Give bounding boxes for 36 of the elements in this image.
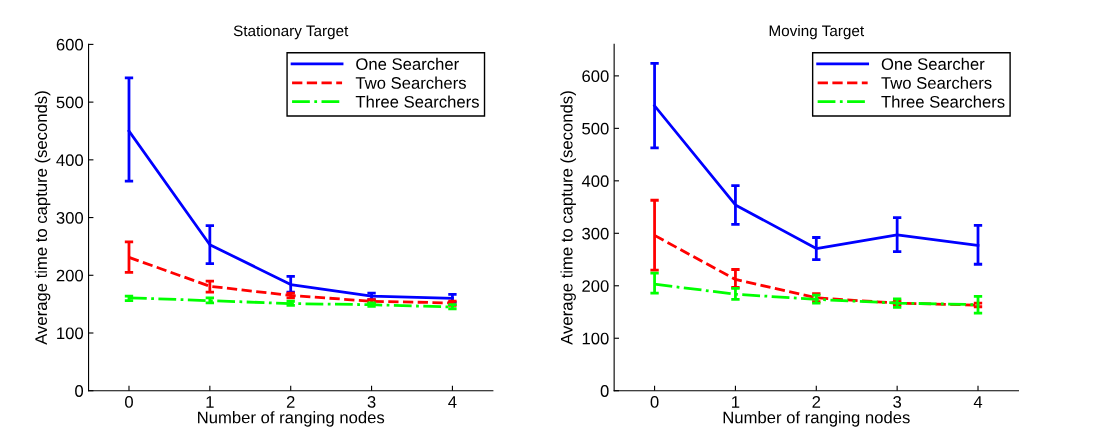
y-tick-label: 400 — [56, 154, 84, 167]
x-axis-title: Number of ranging nodes — [198, 411, 385, 427]
chart-title: Stationary Target — [233, 25, 349, 40]
x-tick-label: 3 — [367, 396, 376, 408]
y-tick-label: 0 — [75, 385, 84, 397]
x-tick-label: 1 — [206, 396, 214, 408]
y-tick-label: 500 — [56, 96, 84, 109]
x-tick-label: 4 — [448, 396, 457, 408]
legend-label: Two Searchers — [881, 76, 992, 89]
y-tick-label: 200 — [56, 269, 84, 282]
y-tick-label: 600 — [56, 38, 84, 51]
chart-title: Moving Target — [769, 25, 865, 40]
legend-label: One Searcher — [881, 57, 985, 70]
legend-label: Three Searchers — [355, 95, 479, 108]
y-axis-title: Average time to capture (seconds) — [560, 91, 576, 345]
y-tick-label: 100 — [57, 327, 84, 340]
y-tick-label: 400 — [581, 175, 609, 188]
y-tick-label: 200 — [582, 280, 609, 292]
legend-label: Three Searchers — [881, 95, 1005, 108]
y-tick-label: 300 — [582, 227, 609, 240]
x-tick-label: 4 — [973, 396, 983, 408]
x-tick-label: 2 — [812, 396, 821, 408]
y-tick-label: 500 — [582, 122, 609, 135]
x-tick-label: 2 — [286, 396, 295, 408]
x-axis-title: Number of ranging nodes — [723, 411, 910, 427]
x-tick-label: 3 — [893, 396, 902, 408]
x-tick-label: 1 — [732, 396, 740, 408]
legend-label: Two Searchers — [355, 76, 466, 89]
x-tick-label: 0 — [125, 396, 133, 408]
y-axis-title: Average time to capture (seconds) — [34, 91, 51, 345]
legend-label: One Searcher — [356, 57, 459, 70]
y-tick-label: 100 — [582, 332, 609, 345]
y-tick-label: 600 — [582, 70, 609, 83]
y-tick-label: 300 — [56, 211, 84, 224]
y-tick-label: 0 — [600, 385, 609, 397]
x-tick-label: 0 — [650, 396, 659, 408]
